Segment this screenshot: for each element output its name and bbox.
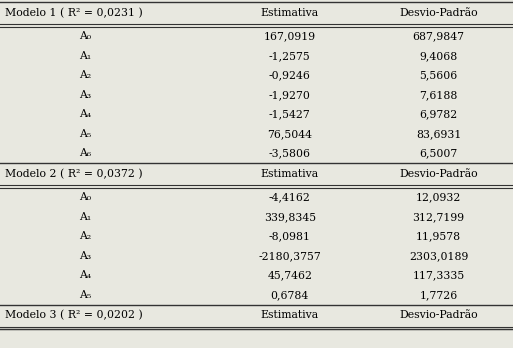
- Text: A₀: A₀: [79, 192, 91, 202]
- Text: 45,7462: 45,7462: [267, 270, 312, 280]
- Text: 6,9782: 6,9782: [420, 109, 458, 119]
- Text: -0,9246: -0,9246: [269, 70, 311, 80]
- Text: Desvio-Padrão: Desvio-Padrão: [399, 8, 478, 18]
- Text: Modelo 1 ( R² = 0,0231 ): Modelo 1 ( R² = 0,0231 ): [5, 8, 143, 18]
- Text: A₄: A₄: [79, 270, 91, 280]
- Text: 6,5007: 6,5007: [420, 148, 458, 158]
- Text: A₂: A₂: [79, 231, 91, 241]
- Text: -2180,3757: -2180,3757: [259, 251, 321, 261]
- Text: 76,5044: 76,5044: [267, 129, 312, 139]
- Text: 11,9578: 11,9578: [416, 231, 461, 241]
- Text: -1,5427: -1,5427: [269, 109, 311, 119]
- Text: 12,0932: 12,0932: [416, 192, 461, 202]
- Text: 7,6188: 7,6188: [420, 90, 458, 100]
- Text: A₃: A₃: [79, 90, 91, 100]
- Text: -4,4162: -4,4162: [269, 192, 311, 202]
- Text: Estimativa: Estimativa: [261, 169, 319, 179]
- Text: 312,7199: 312,7199: [412, 212, 465, 222]
- Text: A₀: A₀: [79, 31, 91, 41]
- Text: A₄: A₄: [79, 109, 91, 119]
- Text: 687,9847: 687,9847: [412, 31, 465, 41]
- Text: Desvio-Padrão: Desvio-Padrão: [399, 169, 478, 179]
- Text: A₁: A₁: [79, 51, 91, 61]
- Text: 5,5606: 5,5606: [420, 70, 458, 80]
- Text: Modelo 3 ( R² = 0,0202 ): Modelo 3 ( R² = 0,0202 ): [5, 310, 143, 321]
- Text: 339,8345: 339,8345: [264, 212, 316, 222]
- Text: Estimativa: Estimativa: [261, 8, 319, 18]
- Text: -1,2575: -1,2575: [269, 51, 311, 61]
- Text: A₂: A₂: [79, 70, 91, 80]
- Text: Desvio-Padrão: Desvio-Padrão: [399, 310, 478, 321]
- Text: 117,3335: 117,3335: [412, 270, 465, 280]
- Text: -8,0981: -8,0981: [269, 231, 311, 241]
- Text: A₃: A₃: [79, 251, 91, 261]
- Text: 167,0919: 167,0919: [264, 31, 316, 41]
- Text: A₅: A₅: [79, 129, 91, 139]
- Text: A₁: A₁: [79, 212, 91, 222]
- Text: A₅: A₅: [79, 290, 91, 300]
- Text: 83,6931: 83,6931: [416, 129, 461, 139]
- Text: 2303,0189: 2303,0189: [409, 251, 468, 261]
- Text: A₆: A₆: [79, 148, 91, 158]
- Text: Modelo 2 ( R² = 0,0372 ): Modelo 2 ( R² = 0,0372 ): [5, 169, 143, 179]
- Text: 1,7726: 1,7726: [420, 290, 458, 300]
- Text: Estimativa: Estimativa: [261, 310, 319, 321]
- Text: 0,6784: 0,6784: [271, 290, 309, 300]
- Text: 9,4068: 9,4068: [420, 51, 458, 61]
- Text: -3,5806: -3,5806: [269, 148, 311, 158]
- Text: -1,9270: -1,9270: [269, 90, 311, 100]
